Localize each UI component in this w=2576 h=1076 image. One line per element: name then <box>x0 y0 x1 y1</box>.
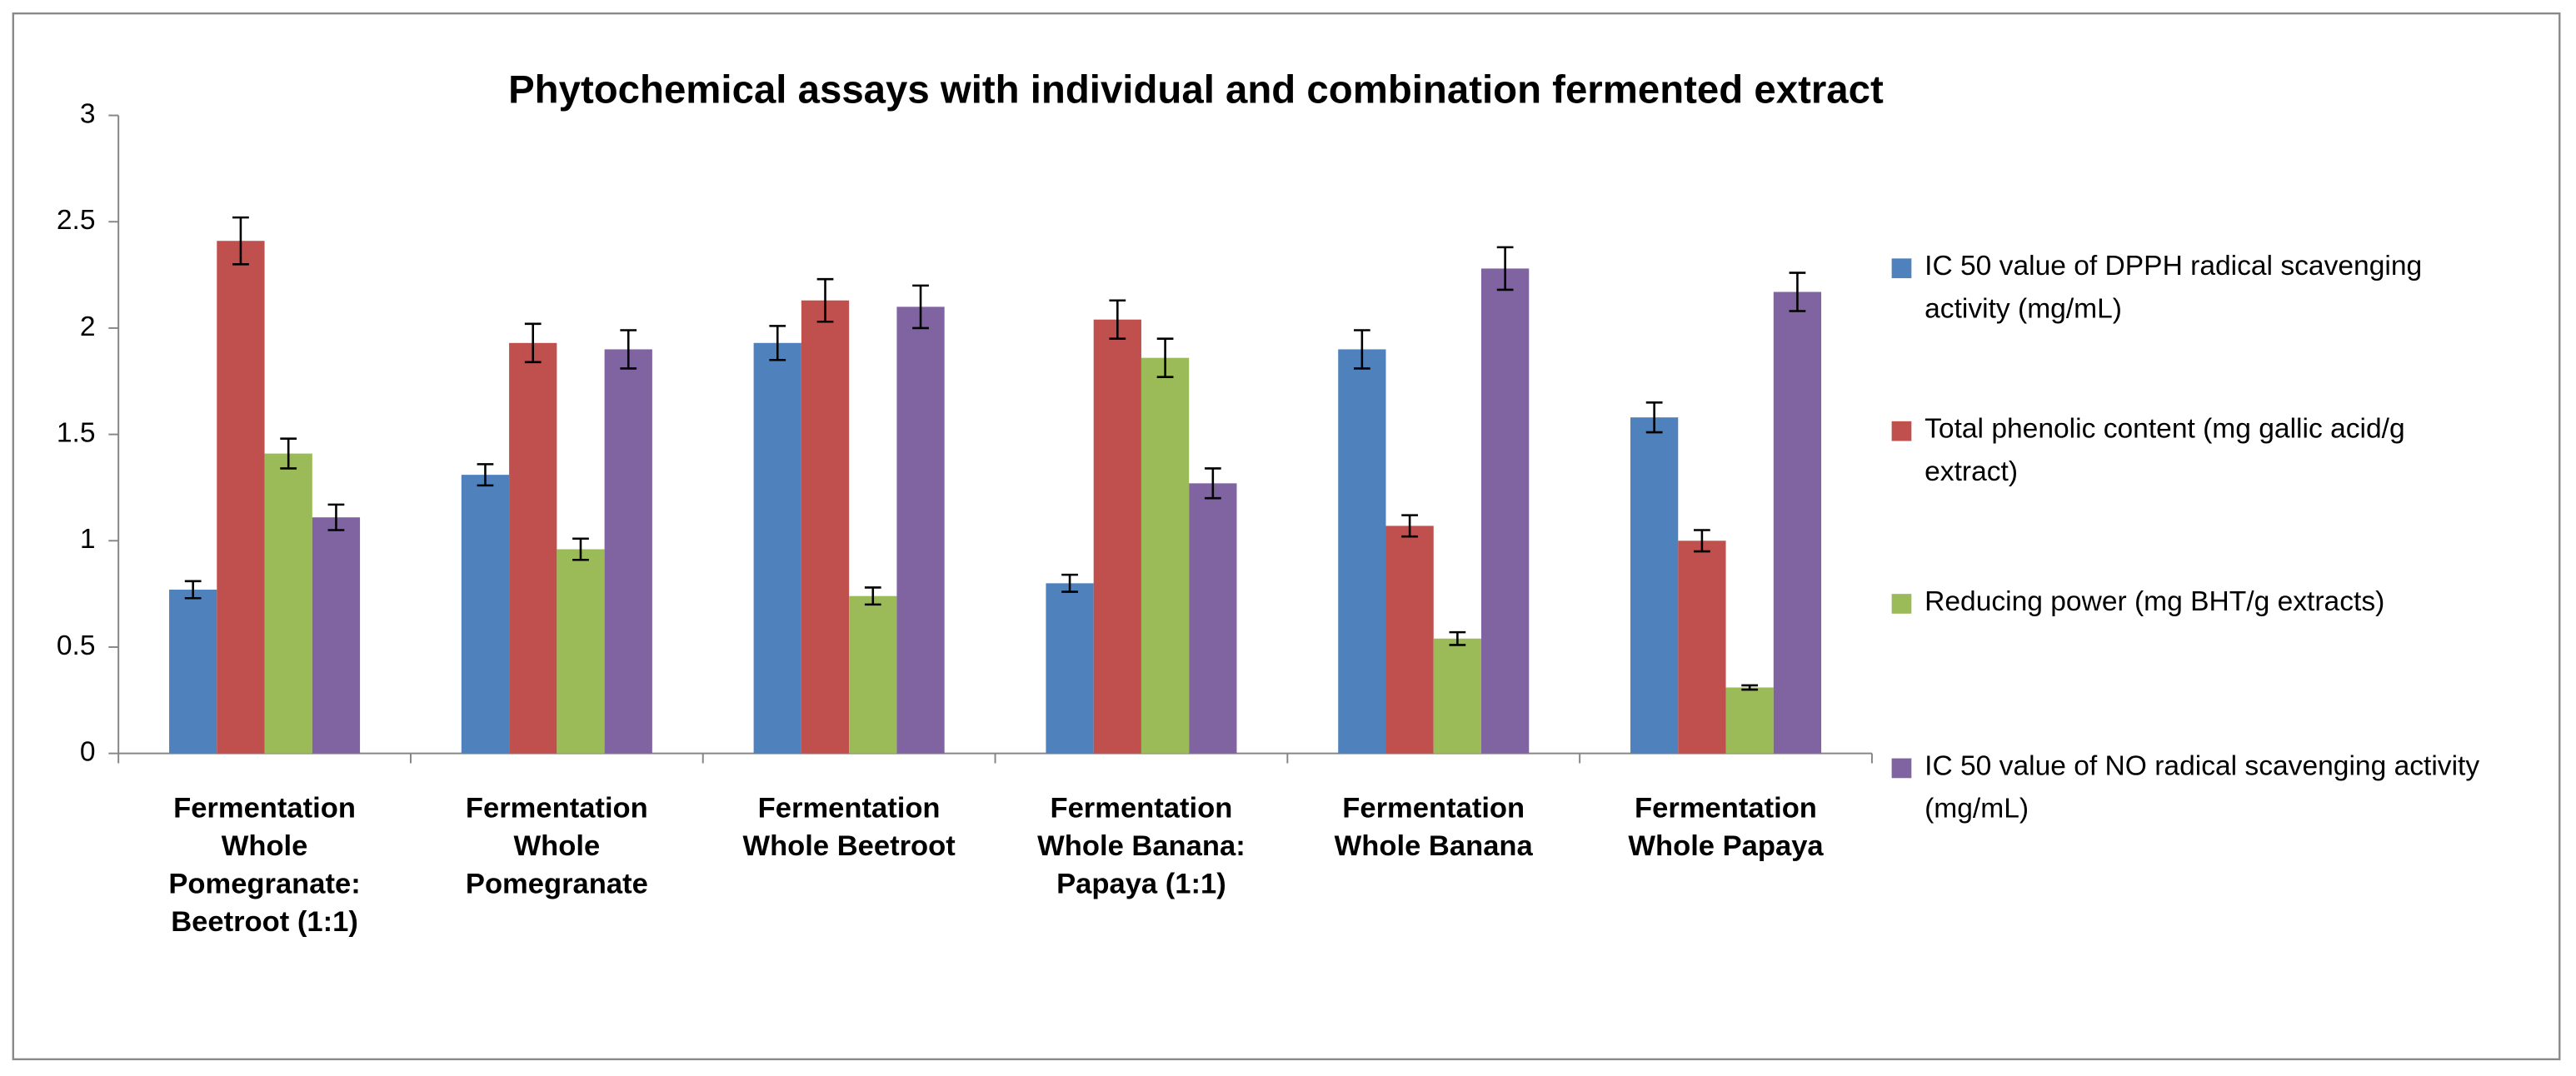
x-tick-label-box: Fermentation Whole Papaya <box>1628 791 1824 862</box>
bar <box>1630 417 1679 754</box>
bar <box>1189 483 1237 754</box>
error-bar <box>1789 271 1806 312</box>
x-tick-label: Fermentation Whole Beetroot <box>742 791 956 862</box>
bar <box>1141 357 1190 754</box>
legend-swatch <box>1891 758 1912 779</box>
error-bar <box>864 586 881 606</box>
bar <box>509 342 557 754</box>
bar <box>1046 583 1094 754</box>
bar <box>169 590 217 754</box>
x-tick-label: Fermentation Whole Pomegranate <box>465 791 648 900</box>
legend-swatch <box>1891 421 1912 441</box>
error-bar <box>1156 337 1174 378</box>
error-bar <box>816 277 834 323</box>
legend-label-box: IC 50 value of NO radical scavenging act… <box>1925 750 2480 824</box>
x-tick-label: Fermentation Whole Banana: Papaya (1:1) <box>1037 791 1246 900</box>
y-tick-label: 2.5 <box>57 205 96 236</box>
y-tick-label: 3 <box>80 98 96 129</box>
error-bar <box>1061 573 1078 593</box>
bar <box>1385 526 1434 754</box>
error-bar <box>1109 299 1126 340</box>
x-tick-label: Fermentation Whole Pomegranate: Beetroot… <box>168 791 361 938</box>
x-tick-label-box: Fermentation Whole Banana: Papaya (1:1) <box>1037 791 1246 900</box>
bar <box>801 300 850 754</box>
x-tick-label-box: Fermentation Whole Banana <box>1334 791 1533 862</box>
bar <box>1433 638 1481 754</box>
error-bar <box>1496 246 1514 291</box>
x-tick-label-box: Fermentation Whole Pomegranate <box>465 791 648 900</box>
bar <box>217 241 265 754</box>
error-bar <box>280 437 297 470</box>
error-bar <box>1449 630 1466 646</box>
legend-swatch <box>1891 594 1912 614</box>
y-tick-label: 2 <box>80 311 96 342</box>
error-bar <box>1741 684 1759 691</box>
bar <box>753 342 801 754</box>
legend-label-box: Reducing power (mg BHT/g extracts) <box>1925 585 2385 617</box>
legend-label-box: IC 50 value of DPPH radical scavenging a… <box>1925 250 2423 325</box>
legend-label: IC 50 value of NO radical scavenging act… <box>1925 750 2480 824</box>
chart-frame <box>12 12 2561 1061</box>
error-bar <box>1694 529 1710 553</box>
legend-label-box: Total phenolic content (mg gallic acid/g… <box>1925 412 2405 487</box>
bar <box>312 517 361 754</box>
y-tick-label: 1 <box>80 524 96 555</box>
bar <box>1480 268 1530 754</box>
bar <box>557 549 605 754</box>
bar <box>1725 687 1774 754</box>
error-bar <box>1645 401 1663 434</box>
error-bar <box>572 537 589 561</box>
bar <box>849 595 897 754</box>
legend-label: Reducing power (mg BHT/g extracts) <box>1925 585 2385 617</box>
x-tick-label: Fermentation Whole Papaya <box>1628 791 1824 862</box>
error-bar <box>477 463 494 487</box>
error-bar <box>232 216 249 266</box>
legend-label: IC 50 value of DPPH radical scavenging a… <box>1925 250 2423 325</box>
x-tick-label: Fermentation Whole Banana <box>1334 791 1533 862</box>
y-tick-label: 0 <box>80 737 96 768</box>
error-bar <box>1353 329 1370 370</box>
bar <box>1678 540 1726 754</box>
error-bar <box>1204 467 1221 500</box>
legend-label: Total phenolic content (mg gallic acid/g… <box>1925 412 2405 487</box>
error-bar <box>620 329 637 370</box>
error-bar <box>524 322 542 364</box>
bar <box>461 475 510 754</box>
bar <box>264 453 312 754</box>
chart-title: Phytochemical assays with individual and… <box>508 67 1884 112</box>
error-bar <box>1401 514 1418 538</box>
x-tick-label-box: Fermentation Whole Pomegranate: Beetroot… <box>168 791 361 938</box>
bar <box>1773 291 1822 754</box>
x-tick-label-box: Fermentation Whole Beetroot <box>742 791 956 862</box>
bar <box>1093 319 1141 754</box>
error-bar <box>912 284 929 330</box>
y-tick-label: 1.5 <box>57 417 96 448</box>
error-bar <box>769 325 786 361</box>
y-tick-label: 0.5 <box>57 630 96 661</box>
error-bar <box>327 503 345 531</box>
error-bar <box>184 580 202 600</box>
bar <box>1338 349 1386 754</box>
bar <box>604 349 652 754</box>
legend-swatch <box>1891 258 1912 279</box>
bar <box>896 306 945 754</box>
